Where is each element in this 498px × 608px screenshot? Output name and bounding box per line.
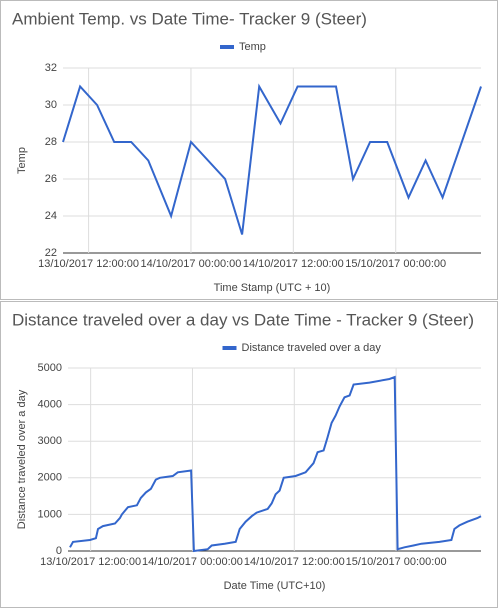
x-tick-label: 13/10/2017 12:00:00 <box>38 258 139 270</box>
y-tick-label: 22 <box>45 247 57 259</box>
line-series <box>69 375 482 553</box>
x-tick-label: 15/10/2017 00:00:00 <box>345 258 446 270</box>
x-tick-label: 14/10/2017 12:00:00 <box>243 258 344 270</box>
y-tick-label: 2000 <box>38 472 62 484</box>
x-tick-label: 14/10/2017 00:00:00 <box>142 556 243 568</box>
x-tick-label: 14/10/2017 12:00:00 <box>244 556 345 568</box>
y-tick-label: 1000 <box>38 508 62 520</box>
line-series <box>62 83 482 235</box>
card <box>0 301 498 608</box>
x-axis-label: Date Time (UTC+10) <box>224 580 326 592</box>
y-tick-label: 28 <box>45 136 57 148</box>
chart-title: Distance traveled over a day vs Date Tim… <box>12 310 474 329</box>
x-tick-label: 14/10/2017 00:00:00 <box>140 258 241 270</box>
y-tick-label: 26 <box>45 173 57 185</box>
y-tick-label: 5000 <box>38 362 62 374</box>
y-axis-label: Temp <box>16 147 28 174</box>
legend-label: Distance traveled over a day <box>242 342 382 354</box>
y-tick-label: 3000 <box>38 435 62 447</box>
y-tick-label: 24 <box>45 210 57 222</box>
x-axis-label: Time Stamp (UTC + 10) <box>214 282 331 294</box>
card <box>0 0 498 300</box>
y-tick-label: 4000 <box>38 399 62 411</box>
chart-title: Ambient Temp. vs Date Time- Tracker 9 (S… <box>12 9 367 28</box>
legend-label: Temp <box>239 41 266 53</box>
y-tick-label: 32 <box>45 62 57 74</box>
y-tick-label: 30 <box>45 99 57 111</box>
x-tick-label: 13/10/2017 12:00:00 <box>40 556 141 568</box>
y-axis-label: Distance traveled over a day <box>16 389 28 529</box>
y-tick-label: 0 <box>56 545 62 557</box>
x-tick-label: 15/10/2017 00:00:00 <box>346 556 447 568</box>
